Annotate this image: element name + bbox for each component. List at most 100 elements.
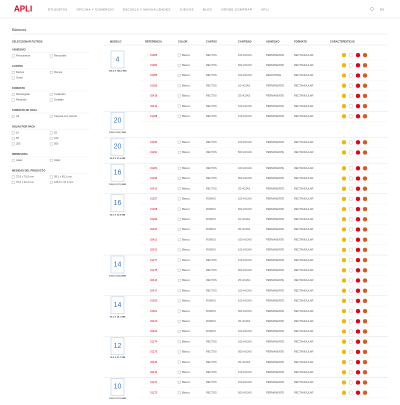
reference[interactable]: 02425 <box>150 360 158 364</box>
filter-checkbox[interactable] <box>11 115 15 118</box>
filter-option[interactable]: 500 <box>54 142 59 146</box>
color-checkbox[interactable] <box>177 228 181 231</box>
filter-option[interactable]: Cuadrado <box>54 92 66 96</box>
color-checkbox[interactable] <box>177 197 181 201</box>
filter-option[interactable]: 38,1 x 99,1 mm <box>54 175 72 179</box>
filter-checkbox[interactable] <box>49 71 53 74</box>
filter-option[interactable]: Removible <box>54 54 67 58</box>
reference[interactable]: 01275 <box>150 350 158 354</box>
color-checkbox[interactable] <box>177 381 181 384</box>
filter-checkbox[interactable] <box>49 175 53 179</box>
filter-checkbox[interactable] <box>11 76 15 80</box>
filter-checkbox[interactable] <box>49 159 53 162</box>
filter-option[interactable]: Inkjet <box>54 158 60 162</box>
color-checkbox[interactable] <box>177 238 181 242</box>
reference[interactable]: 01274 <box>150 339 158 343</box>
filter-option[interactable]: Ovalado <box>54 98 64 102</box>
color-checkbox[interactable] <box>177 140 181 144</box>
color-checkbox[interactable] <box>177 340 181 344</box>
filter-option[interactable]: 70,0 x 42,4 mm <box>16 180 34 184</box>
filter-checkbox[interactable] <box>49 54 53 58</box>
color-checkbox[interactable] <box>177 94 181 98</box>
filter-checkbox[interactable] <box>11 131 15 135</box>
color-checkbox[interactable] <box>177 166 181 170</box>
filter-option[interactable]: Romos <box>54 70 63 74</box>
color-checkbox[interactable] <box>177 217 181 221</box>
color-checkbox[interactable] <box>177 63 181 67</box>
filter-checkbox[interactable] <box>11 93 15 96</box>
color-checkbox[interactable] <box>177 330 181 333</box>
reference[interactable]: 01281 <box>150 166 158 170</box>
reference[interactable]: 01296 <box>150 176 158 180</box>
color-checkbox[interactable] <box>177 268 181 272</box>
filter-checkbox[interactable] <box>11 175 15 179</box>
filter-option[interactable]: Permanente <box>16 54 31 58</box>
reference[interactable]: 02417 <box>150 288 158 292</box>
filter-option[interactable]: Carpeta con recorte <box>54 114 77 118</box>
reference[interactable]: 01301 <box>150 309 158 313</box>
color-checkbox[interactable] <box>177 279 181 282</box>
reference[interactable]: 01286 <box>150 83 158 87</box>
reference[interactable]: 01273 <box>150 390 158 394</box>
reference[interactable]: 01300 <box>150 299 158 303</box>
filter-checkbox[interactable] <box>49 137 53 140</box>
filter-checkbox[interactable] <box>49 131 53 135</box>
color-checkbox[interactable] <box>177 248 181 252</box>
color-checkbox[interactable] <box>177 114 181 118</box>
color-checkbox[interactable] <box>177 289 181 293</box>
reference[interactable]: 02426 <box>150 370 158 374</box>
nav-item[interactable]: OFICINA Y COMERCIO <box>76 7 114 11</box>
color-checkbox[interactable] <box>177 74 181 77</box>
filter-option[interactable]: Redondo <box>16 98 27 102</box>
filter-option[interactable]: Rectangular <box>16 92 30 96</box>
filter-option[interactable]: 37,0 x 70,0 mm <box>16 175 34 179</box>
search-icon[interactable] <box>370 7 374 11</box>
filter-checkbox[interactable] <box>49 181 53 184</box>
filter-option[interactable]: 200 <box>16 142 21 146</box>
color-checkbox[interactable] <box>177 53 181 57</box>
filter-checkbox[interactable] <box>11 71 15 74</box>
reference[interactable]: 02424 <box>150 329 158 333</box>
color-checkbox[interactable] <box>177 151 181 154</box>
reference[interactable]: 02418 <box>150 94 158 98</box>
color-checkbox[interactable] <box>177 177 181 180</box>
reference[interactable]: 02416 <box>150 278 158 282</box>
color-checkbox[interactable] <box>177 309 181 313</box>
filter-checkbox[interactable] <box>11 181 15 184</box>
nav-item[interactable]: ESCUELA Y MANUALIDADES <box>123 7 171 11</box>
nav-item[interactable]: APLI <box>261 7 269 11</box>
reference[interactable]: 02415 <box>150 186 158 190</box>
color-checkbox[interactable] <box>177 258 181 262</box>
filter-checkbox[interactable] <box>11 142 15 146</box>
filter-option[interactable]: 100 <box>54 136 59 140</box>
filter-option[interactable]: 105,0 x 37,0 mm <box>54 180 73 184</box>
color-checkbox[interactable] <box>177 84 181 88</box>
language[interactable]: ES <box>380 7 385 11</box>
filter-checkbox[interactable] <box>11 54 15 58</box>
filter-option[interactable]: 50 <box>16 136 19 140</box>
nav-item[interactable]: DÓNDE COMPRAR <box>221 6 252 11</box>
reference[interactable]: 01272 <box>150 380 158 384</box>
reference[interactable]: 01290 <box>150 140 158 144</box>
reference[interactable]: 02420 <box>150 227 158 231</box>
reference[interactable]: 01278 <box>150 268 158 272</box>
reference[interactable]: 02423 <box>150 319 158 323</box>
color-checkbox[interactable] <box>177 299 181 303</box>
color-checkbox[interactable] <box>177 187 181 191</box>
filter-checkbox[interactable] <box>11 159 15 162</box>
reference[interactable]: 01291 <box>150 150 158 154</box>
reference[interactable]: 01277 <box>150 258 158 262</box>
reference[interactable]: 01299 <box>150 217 158 221</box>
reference[interactable]: 01297 <box>150 197 158 201</box>
filter-option[interactable]: Rectos <box>16 70 25 74</box>
filter-option[interactable]: 25 <box>54 131 57 135</box>
nav-item[interactable]: JUEGOS <box>180 7 194 11</box>
nav-item[interactable]: ETIQUETAS <box>48 7 67 11</box>
color-checkbox[interactable] <box>177 350 181 354</box>
filter-checkbox[interactable] <box>49 98 53 102</box>
filter-checkbox[interactable] <box>49 115 53 118</box>
reference[interactable]: 01298 <box>150 207 158 211</box>
logo[interactable]: APLI <box>14 5 32 14</box>
reference[interactable]: 02421 <box>150 237 158 241</box>
color-checkbox[interactable] <box>177 391 181 395</box>
